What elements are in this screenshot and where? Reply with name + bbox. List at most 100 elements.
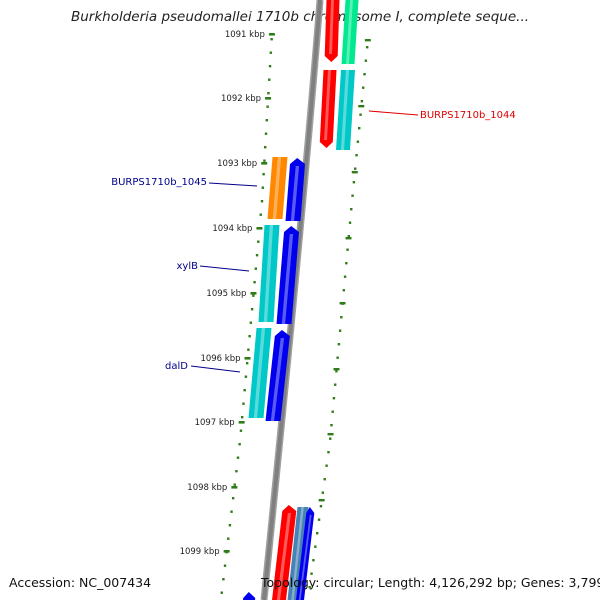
scale-tick	[333, 368, 340, 371]
guide-dot	[266, 105, 269, 108]
gene-green-upper-highlight	[346, 0, 353, 64]
guide-dot	[235, 470, 238, 473]
gene-red-lower-body[interactable]	[272, 505, 297, 600]
guide-dot	[317, 518, 321, 521]
guide-dot	[330, 424, 333, 427]
gene-blue-1045-highlight	[290, 166, 300, 221]
guide-dot	[347, 235, 350, 238]
gene-green-upper-body[interactable]	[341, 0, 359, 64]
guide-dot	[248, 335, 251, 338]
scale-tick-label: 1099 kbp	[180, 547, 220, 557]
label-leader-line	[208, 182, 258, 187]
gene-blue-1045-body[interactable]	[285, 158, 306, 221]
guide-dot	[366, 46, 369, 49]
gene-teal-1044-highlight	[340, 70, 350, 150]
gene-red-1044-highlight	[324, 70, 331, 140]
gene-blue-xylb[interactable]	[276, 226, 300, 324]
guide-dot	[358, 127, 361, 130]
gene-red-upper[interactable]	[324, 0, 340, 62]
scale-tick	[358, 105, 365, 108]
guide-dot	[338, 329, 342, 332]
guide-dot	[238, 443, 241, 446]
label-leader-line	[368, 110, 419, 116]
map-title: Burkholderia pseudomallei 1710b chromoso…	[70, 9, 530, 25]
guide-dot	[252, 294, 255, 297]
gene-red-1044[interactable]	[319, 70, 337, 148]
gene-teal-dald-highlight	[253, 328, 266, 418]
scale-tick-label: 1094 kbp	[212, 224, 252, 234]
guide-dot	[268, 65, 272, 68]
guide-dot	[348, 221, 352, 224]
gene-blue-dald-body[interactable]	[265, 330, 290, 421]
guide-dot	[244, 375, 248, 378]
scale-tick	[339, 302, 346, 305]
guide-dot	[230, 510, 233, 513]
gene-steel-lower-body[interactable]	[287, 507, 309, 600]
gene-blue-lower-body[interactable]	[296, 507, 315, 600]
scale-tick	[244, 357, 251, 360]
gene-blue-1045[interactable]	[285, 158, 306, 221]
guide-dot	[231, 497, 235, 500]
guide-dot	[263, 159, 266, 162]
guide-dot	[261, 186, 265, 189]
guide-dot	[335, 370, 338, 373]
gene-blue-dald[interactable]	[265, 330, 290, 421]
gene-label[interactable]: BURPS1710b_1045	[111, 177, 207, 188]
gene-blue-lower[interactable]	[296, 507, 315, 600]
guide-dot	[239, 429, 243, 432]
gene-features[interactable]	[243, 0, 359, 600]
gene-green-upper[interactable]	[341, 0, 359, 64]
gene-teal-dald-body[interactable]	[248, 328, 272, 418]
guide-dot	[364, 59, 368, 62]
guide-dot	[315, 532, 319, 535]
gene-blue-bottom[interactable]	[243, 592, 256, 600]
left-dotted-guide	[220, 38, 273, 594]
scale-tick	[345, 237, 352, 240]
gene-blue-xylb-body[interactable]	[276, 226, 300, 324]
guide-dot	[269, 51, 273, 54]
gene-teal-xylb-highlight	[263, 225, 274, 322]
guide-dot	[323, 478, 326, 481]
gene-orange-1045[interactable]	[267, 157, 288, 219]
gene-label[interactable]: dalD	[165, 361, 188, 372]
guide-dot	[336, 356, 339, 359]
gene-red-upper-highlight	[329, 0, 334, 54]
accession-label: Accession: NC_007434	[9, 575, 152, 590]
gene-teal-xylb-body[interactable]	[258, 225, 280, 322]
gene-teal-xylb[interactable]	[258, 225, 280, 322]
guide-dot	[253, 281, 256, 284]
gene-label[interactable]: xylB	[177, 261, 199, 272]
guide-dot	[220, 591, 223, 594]
gene-red-1044-body[interactable]	[319, 70, 337, 148]
gene-steel-lower-highlight	[291, 507, 304, 600]
guide-dot	[331, 410, 334, 413]
scale-tick	[231, 486, 238, 489]
guide-dot	[259, 213, 262, 216]
guide-dot	[270, 38, 273, 41]
scale-tick	[223, 550, 230, 553]
gene-teal-1044-body[interactable]	[336, 70, 355, 150]
guide-dot	[310, 572, 313, 575]
gene-red-lower[interactable]	[272, 505, 297, 600]
gene-orange-1045-body[interactable]	[267, 157, 288, 219]
guide-dot	[254, 267, 258, 270]
guide-dot	[227, 537, 230, 540]
guide-dot	[329, 437, 332, 440]
gene-red-upper-body[interactable]	[324, 0, 340, 62]
genome-summary: Topology: circular; Length: 4,126,292 bp…	[261, 575, 600, 590]
label-leader-line	[190, 365, 241, 373]
chromosome-backbone	[260, 0, 324, 600]
gene-teal-dald[interactable]	[248, 328, 272, 418]
gene-teal-1044[interactable]	[336, 70, 355, 150]
gene-label[interactable]: BURPS1710b_1044	[420, 110, 516, 121]
gene-blue-bottom-body[interactable]	[243, 592, 256, 600]
scale-tick-label: 1096 kbp	[200, 354, 240, 364]
scale-tick	[327, 433, 334, 436]
gene-orange-1045-highlight	[272, 157, 282, 219]
guide-dot	[242, 402, 245, 405]
guide-dot	[233, 483, 236, 486]
scale-tick-label: 1098 kbp	[187, 483, 227, 493]
guide-dot	[359, 113, 362, 116]
gene-steel-lower[interactable]	[287, 507, 309, 600]
